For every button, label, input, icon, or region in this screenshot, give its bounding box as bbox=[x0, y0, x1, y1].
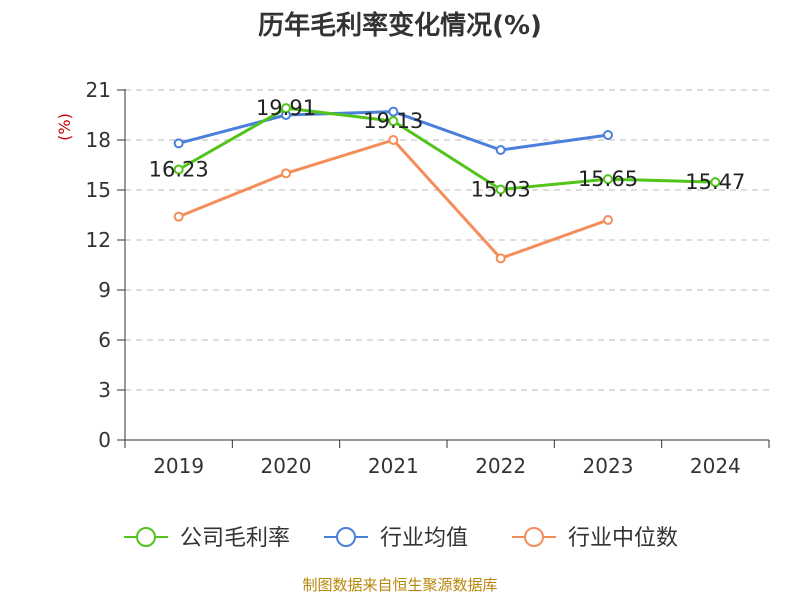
series-point bbox=[388, 135, 399, 145]
series-point bbox=[173, 138, 184, 149]
legend-label: 行业中位数 bbox=[568, 526, 678, 551]
legend-item-1: 行业均值 bbox=[324, 526, 468, 551]
series-layer bbox=[173, 103, 721, 264]
data-labels: 16.23 19.91 19.13 15.03 15.65 15.47 bbox=[149, 96, 746, 201]
series-point bbox=[173, 164, 184, 175]
source-note: 制图数据来自恒生聚源数据库 bbox=[302, 576, 497, 594]
legend-marker bbox=[524, 527, 544, 547]
legend-label: 公司毛利率 bbox=[180, 526, 290, 551]
series-point bbox=[173, 211, 184, 222]
y-axis-label: (%) bbox=[55, 113, 74, 141]
y-tick-label: 18 bbox=[86, 128, 111, 152]
gridlines bbox=[125, 89, 769, 391]
x-tick-label: 2019 bbox=[153, 454, 204, 478]
legend-marker bbox=[136, 527, 156, 547]
y-tick-label: 15 bbox=[86, 178, 111, 202]
data-label: 19.91 bbox=[256, 96, 316, 120]
series-point bbox=[603, 130, 613, 140]
data-label: 15.65 bbox=[578, 167, 638, 191]
series-point bbox=[495, 184, 506, 195]
series-1 bbox=[173, 106, 613, 155]
data-label: 16.23 bbox=[149, 158, 209, 182]
legend: 公司毛利率 行业均值 行业中位数 bbox=[124, 526, 678, 551]
legend-marker bbox=[336, 527, 356, 547]
series-line bbox=[178, 138, 609, 260]
data-label: 15.03 bbox=[471, 178, 531, 202]
y-tick-label: 0 bbox=[98, 428, 111, 452]
legend-item-0: 公司毛利率 bbox=[124, 526, 290, 551]
series-point bbox=[388, 106, 399, 117]
series-0 bbox=[173, 103, 721, 195]
y-tick-label: 21 bbox=[86, 78, 111, 102]
x-tick-label: 2023 bbox=[583, 454, 634, 478]
x-tick-label: 2022 bbox=[475, 454, 526, 478]
data-label: 19.13 bbox=[363, 109, 423, 133]
y-tick-label: 12 bbox=[86, 228, 111, 252]
series-2 bbox=[173, 135, 613, 264]
y-tick-label: 6 bbox=[98, 328, 111, 352]
series-point bbox=[281, 103, 291, 114]
x-tick-label: 2021 bbox=[368, 454, 419, 478]
legend-label: 行业均值 bbox=[380, 526, 468, 551]
x-tick-label: 2024 bbox=[690, 454, 741, 478]
x-tick-label: 2020 bbox=[261, 454, 312, 478]
chart-title: 历年毛利率变化情况(%) bbox=[258, 10, 542, 41]
axes: 0 3 6 9 12 15 18 21 2019 2020 2021 2022 2023 2024 bbox=[86, 78, 770, 478]
legend-item-2: 行业中位数 bbox=[512, 526, 678, 551]
series-point bbox=[603, 215, 613, 225]
series-line bbox=[177, 106, 716, 191]
series-point bbox=[388, 116, 399, 127]
y-tick-label: 3 bbox=[98, 378, 111, 402]
series-point bbox=[603, 174, 613, 185]
y-tick-label: 9 bbox=[98, 278, 111, 302]
series-point bbox=[495, 145, 506, 155]
series-point bbox=[710, 177, 721, 188]
data-label: 15.47 bbox=[685, 170, 745, 194]
series-point bbox=[495, 253, 506, 264]
series-point bbox=[281, 168, 291, 179]
